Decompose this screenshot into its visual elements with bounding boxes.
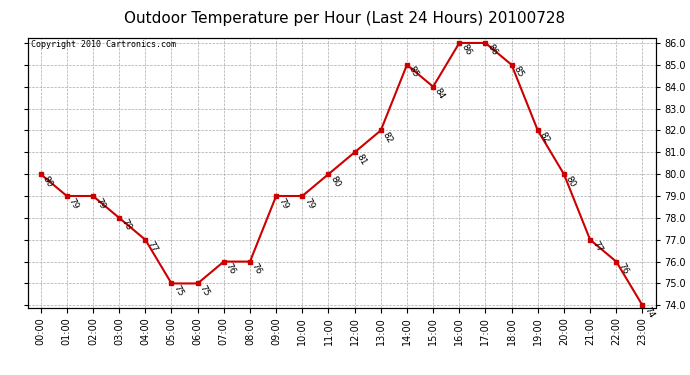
Text: 75: 75 <box>172 284 185 298</box>
Text: 79: 79 <box>302 196 316 210</box>
Text: 81: 81 <box>355 152 368 167</box>
Text: 80: 80 <box>41 174 55 189</box>
Text: Copyright 2010 Cartronics.com: Copyright 2010 Cartronics.com <box>31 40 176 49</box>
Text: 79: 79 <box>276 196 290 210</box>
Text: 82: 82 <box>381 130 394 145</box>
Text: 79: 79 <box>93 196 106 210</box>
Text: 84: 84 <box>433 87 446 101</box>
Text: 74: 74 <box>642 305 656 320</box>
Text: 76: 76 <box>616 262 630 276</box>
Text: 80: 80 <box>564 174 578 189</box>
Text: 80: 80 <box>328 174 342 189</box>
Text: 85: 85 <box>407 65 420 79</box>
Text: 75: 75 <box>197 284 211 298</box>
Text: 86: 86 <box>460 43 473 57</box>
Text: 77: 77 <box>590 240 604 254</box>
Text: 82: 82 <box>538 130 551 145</box>
Text: Outdoor Temperature per Hour (Last 24 Hours) 20100728: Outdoor Temperature per Hour (Last 24 Ho… <box>124 11 566 26</box>
Text: 76: 76 <box>250 262 264 276</box>
Text: 78: 78 <box>119 218 132 232</box>
Text: 76: 76 <box>224 262 237 276</box>
Text: 77: 77 <box>146 240 159 254</box>
Text: 79: 79 <box>67 196 81 210</box>
Text: 85: 85 <box>511 65 525 79</box>
Text: 86: 86 <box>486 43 499 57</box>
